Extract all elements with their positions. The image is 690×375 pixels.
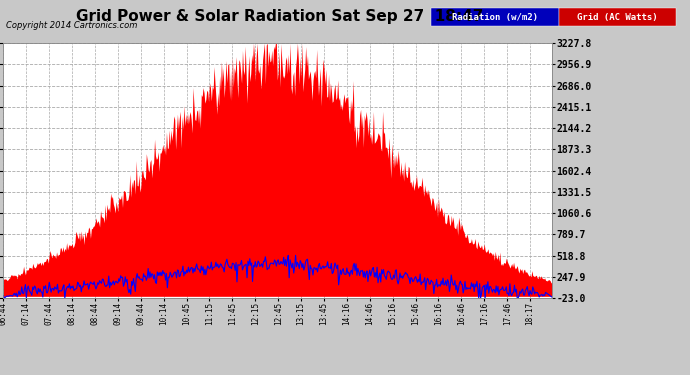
Text: Copyright 2014 Cartronics.com: Copyright 2014 Cartronics.com [6, 21, 137, 30]
Text: Grid Power & Solar Radiation Sat Sep 27  18:47: Grid Power & Solar Radiation Sat Sep 27 … [76, 9, 483, 24]
Text: Grid (AC Watts): Grid (AC Watts) [578, 13, 658, 22]
Text: Radiation (w/m2): Radiation (w/m2) [452, 13, 538, 22]
